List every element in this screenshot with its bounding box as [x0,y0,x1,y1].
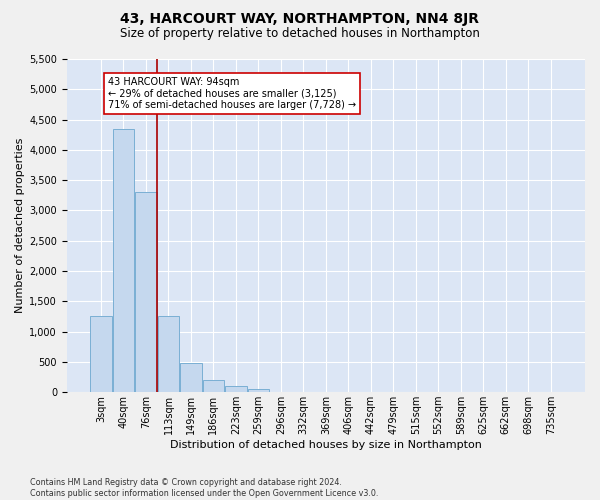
Text: 43 HARCOURT WAY: 94sqm
← 29% of detached houses are smaller (3,125)
71% of semi-: 43 HARCOURT WAY: 94sqm ← 29% of detached… [108,77,356,110]
X-axis label: Distribution of detached houses by size in Northampton: Distribution of detached houses by size … [170,440,482,450]
Text: Size of property relative to detached houses in Northampton: Size of property relative to detached ho… [120,28,480,40]
Text: 43, HARCOURT WAY, NORTHAMPTON, NN4 8JR: 43, HARCOURT WAY, NORTHAMPTON, NN4 8JR [121,12,479,26]
Bar [135,192,157,392]
Bar [248,388,269,392]
Bar [225,386,247,392]
Y-axis label: Number of detached properties: Number of detached properties [15,138,25,314]
Bar [203,380,224,392]
Bar [180,364,202,392]
Bar [91,316,112,392]
Bar [113,128,134,392]
Bar [158,316,179,392]
Text: Contains HM Land Registry data © Crown copyright and database right 2024.
Contai: Contains HM Land Registry data © Crown c… [30,478,379,498]
